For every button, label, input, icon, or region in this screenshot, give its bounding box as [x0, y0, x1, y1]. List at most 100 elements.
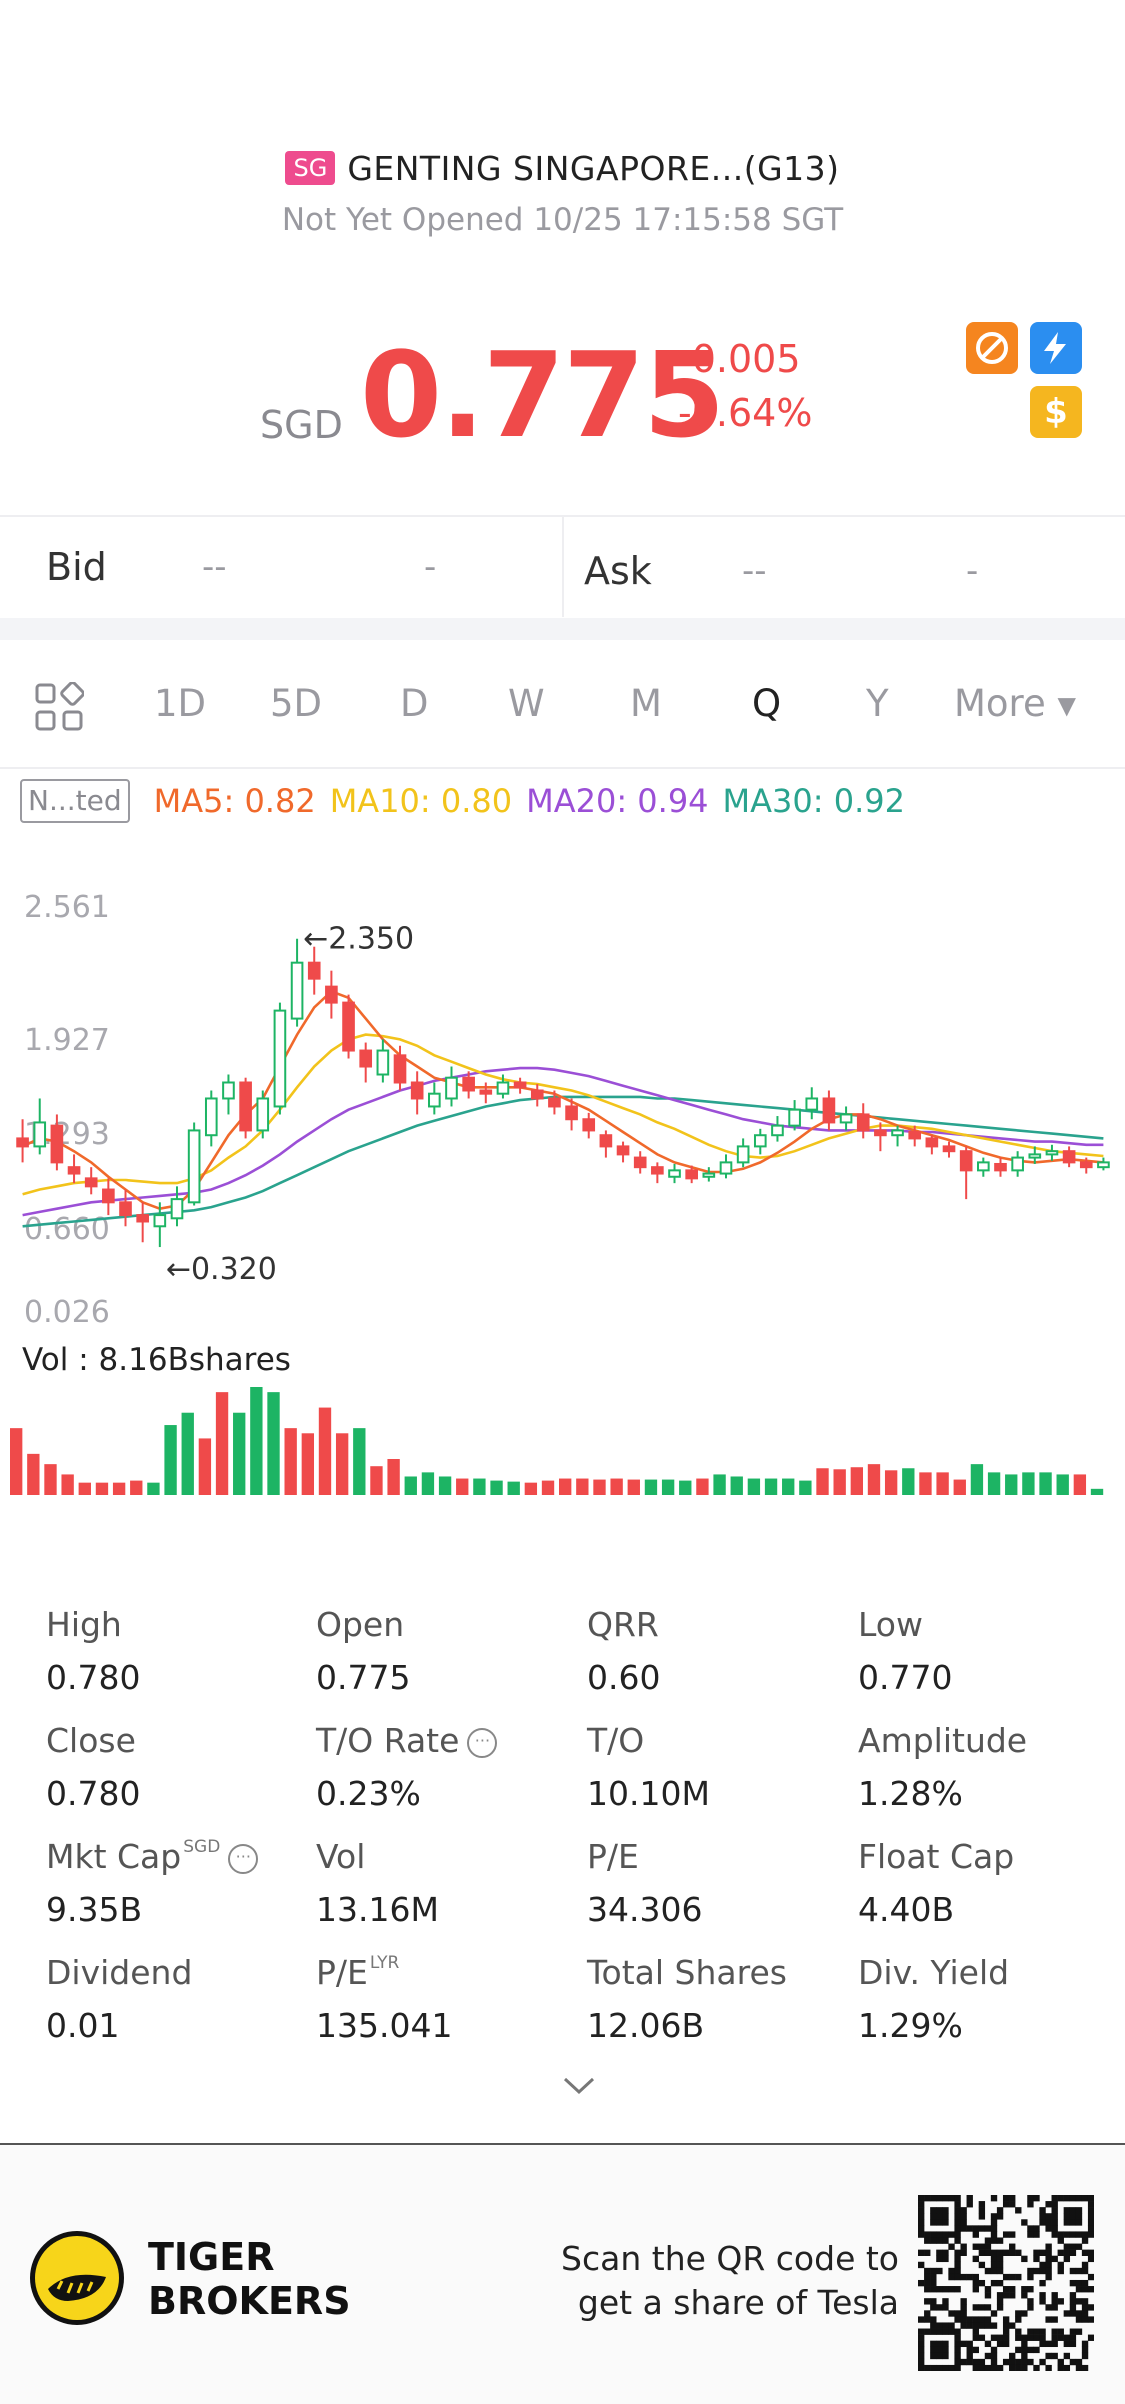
volume-bar: [747, 1478, 761, 1495]
candle: [342, 994, 355, 1059]
volume-bar: [730, 1476, 743, 1495]
adjust-tag[interactable]: N...ted: [20, 779, 130, 823]
candle: [908, 1125, 922, 1147]
volume-bar: [850, 1467, 864, 1495]
volume-bar: [78, 1482, 91, 1495]
candle: [393, 1045, 407, 1091]
candle: [222, 1074, 235, 1115]
candle: [479, 1082, 493, 1104]
bid-size: -: [424, 547, 437, 587]
stat-label: QRR: [587, 1605, 660, 1644]
volume-bar: [987, 1472, 1001, 1495]
ma-legend: N...ted MA5: 0.82 MA10: 0.80 MA20: 0.94 …: [20, 778, 905, 824]
volume-bar: [404, 1476, 417, 1495]
y-tick-label: 0.026: [24, 1295, 110, 1330]
bid-ask-divider: [562, 517, 564, 617]
ma10-line: [22, 1033, 1104, 1196]
volume-bar: [524, 1482, 538, 1495]
volume-bar: [112, 1482, 126, 1495]
dollar-icon[interactable]: $: [1030, 386, 1082, 438]
tab-m[interactable]: M: [630, 682, 662, 725]
y-tick-label: 0.660: [24, 1212, 110, 1247]
volume-bar: [970, 1464, 984, 1495]
section-gap: [0, 618, 1125, 640]
stat-label-text: P/E: [316, 1953, 368, 1992]
tab-1d[interactable]: 1D: [154, 682, 207, 725]
stat-cell: Amplitude 1.28%: [858, 1721, 1027, 1813]
volume-bar: [61, 1474, 74, 1495]
stat-label-text: Vol: [316, 1837, 366, 1876]
stat-cell: T/O Rate ··· 0.23%: [316, 1721, 498, 1813]
candle: [359, 1042, 373, 1083]
stat-label: High: [46, 1605, 140, 1644]
volume-label-text: Vol: [22, 1342, 69, 1378]
stat-label: Close: [46, 1721, 140, 1760]
volume-bar: [284, 1428, 297, 1495]
volume-bar: [1056, 1474, 1069, 1495]
volume-bar: [1005, 1474, 1018, 1495]
stat-label: T/O Rate ···: [316, 1721, 498, 1760]
candle: [874, 1122, 887, 1152]
candle: [856, 1103, 870, 1139]
low-annotation: ←0.320: [166, 1252, 277, 1287]
candle: [651, 1162, 664, 1184]
candle: [1045, 1144, 1059, 1161]
info-more-icon[interactable]: ···: [467, 1727, 498, 1758]
stat-cell: High 0.780: [46, 1605, 140, 1697]
candle: [616, 1141, 630, 1163]
tab-q[interactable]: Q: [752, 682, 782, 725]
stat-label-text: Dividend: [46, 1953, 193, 1992]
scan-prompt: Scan the QR code to get a share of Tesla: [561, 2237, 899, 2325]
tab-d[interactable]: D: [400, 682, 429, 725]
volume-bar: [919, 1472, 932, 1495]
stat-label: Dividend: [46, 1953, 192, 1992]
stat-value: 0.780: [46, 1658, 141, 1697]
candle: [582, 1112, 596, 1139]
price-change: -0.005: [678, 337, 801, 381]
stat-cell: Mkt Cap SGD ··· 9.35B: [46, 1837, 259, 1929]
volume-bar: [816, 1468, 829, 1495]
candle: [290, 938, 304, 1027]
candle: [565, 1098, 578, 1131]
candle: [1062, 1146, 1076, 1168]
period-tabs: 1D 5D D W M Q Y More ▼: [0, 642, 1125, 769]
tab-w[interactable]: W: [508, 682, 545, 725]
stat-label: P/E LYR: [316, 1953, 452, 1992]
layout-grid-icon[interactable]: [34, 681, 85, 736]
stat-label: T/O: [587, 1721, 710, 1760]
tab-y[interactable]: Y: [866, 682, 889, 725]
volume-bar: [250, 1387, 263, 1495]
stat-value: 0.770: [858, 1658, 953, 1697]
volume-bar: [764, 1478, 778, 1495]
ma30-value: MA30: 0.92: [722, 782, 905, 820]
candle: [513, 1077, 527, 1094]
candle: [187, 1122, 201, 1206]
candle: [668, 1163, 681, 1184]
candle: [102, 1178, 115, 1216]
tab-more-label: More: [954, 682, 1046, 725]
lightning-icon[interactable]: [1030, 322, 1082, 374]
info-more-icon[interactable]: ···: [228, 1843, 259, 1874]
stat-cell: QRR 0.60: [587, 1605, 660, 1697]
volume-bar: [44, 1464, 57, 1495]
tab-more[interactable]: More ▼: [954, 682, 1076, 725]
volume-bar: [867, 1464, 881, 1495]
candle: [771, 1116, 784, 1142]
no-shorting-icon[interactable]: [966, 322, 1018, 374]
stat-value: 12.06B: [587, 2006, 705, 2045]
stat-value: 1.29%: [858, 2006, 963, 2045]
stat-cell: Low 0.770: [858, 1605, 952, 1697]
caret-down-icon: ▼: [1057, 691, 1076, 720]
stat-cell: P/E LYR 135.041: [316, 1953, 452, 2045]
expand-chevron-icon[interactable]: [562, 2075, 596, 2101]
stat-value: 135.041: [316, 2006, 453, 2045]
volume-bar: [198, 1438, 212, 1495]
candle: [822, 1090, 836, 1131]
tab-5d[interactable]: 5D: [270, 682, 323, 725]
volume-bar: [181, 1412, 194, 1495]
stat-value: 0.775: [316, 1658, 411, 1697]
candle: [925, 1135, 939, 1155]
bid-price: --: [202, 547, 227, 587]
candle: [170, 1186, 184, 1227]
